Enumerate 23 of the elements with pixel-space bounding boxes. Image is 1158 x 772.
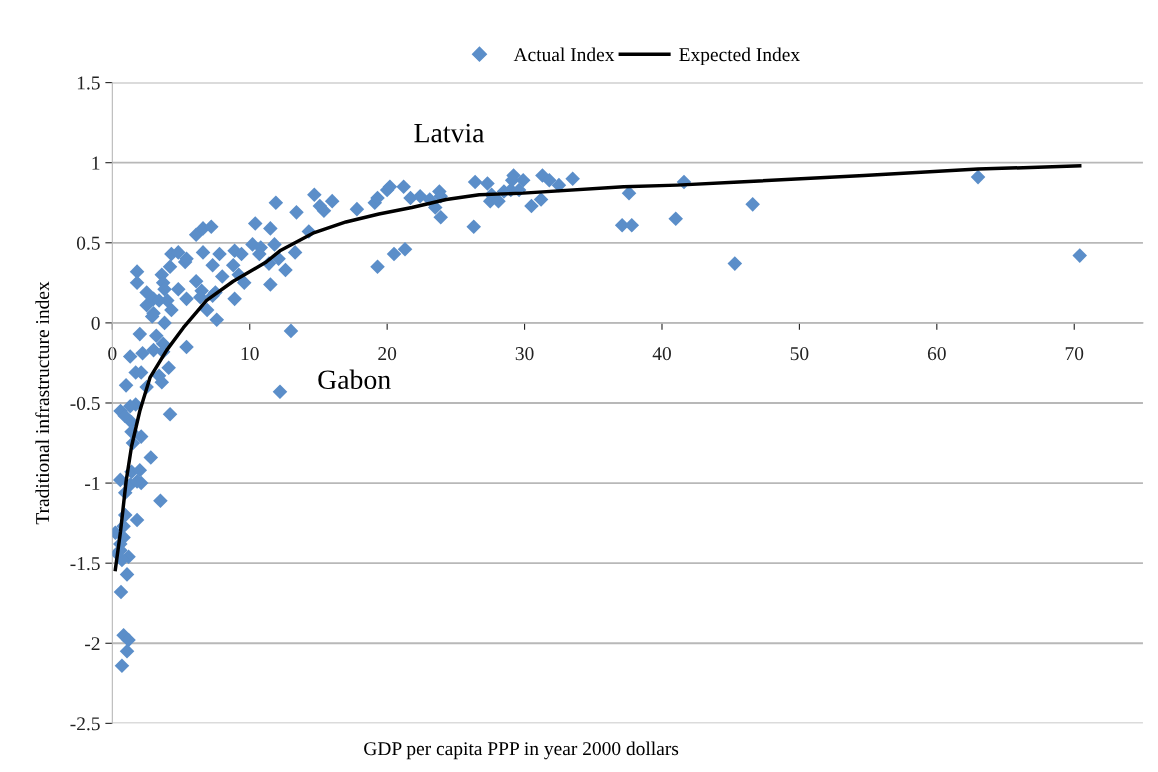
y-tick-label: -0.5 [70, 396, 100, 411]
y-tick-label: 0.5 [76, 236, 100, 250]
legend-label: Actual Index [513, 47, 615, 62]
x-axis-title: GDP per capita PPP in year 2000 dollars [364, 741, 679, 760]
legend-label: Expected Index [679, 47, 800, 66]
y-tick-label: 0 [91, 316, 100, 330]
y-tick-label: -1 [85, 476, 100, 490]
y-tick-label: 1.5 [77, 76, 100, 90]
y-axis-title: Traditional infrastructure index [35, 281, 50, 525]
x-tick-label: 0 [108, 347, 117, 361]
y-tick-label: -1.5 [70, 557, 100, 571]
x-tick-label: 60 [927, 347, 946, 361]
annotation: Latvia [414, 123, 485, 143]
x-tick-label: 20 [378, 347, 397, 361]
x-tick-label: 30 [515, 347, 534, 361]
x-tick-label: 70 [1065, 347, 1084, 361]
y-tick-label: 1 [92, 156, 100, 170]
x-tick-label: 10 [241, 347, 259, 361]
x-tick-label: 40 [652, 347, 671, 361]
x-tick-label: 50 [790, 347, 809, 361]
y-tick-label: -2.5 [70, 717, 100, 731]
annotation: Gabon [318, 369, 391, 390]
y-tick-label: -2 [85, 637, 100, 651]
